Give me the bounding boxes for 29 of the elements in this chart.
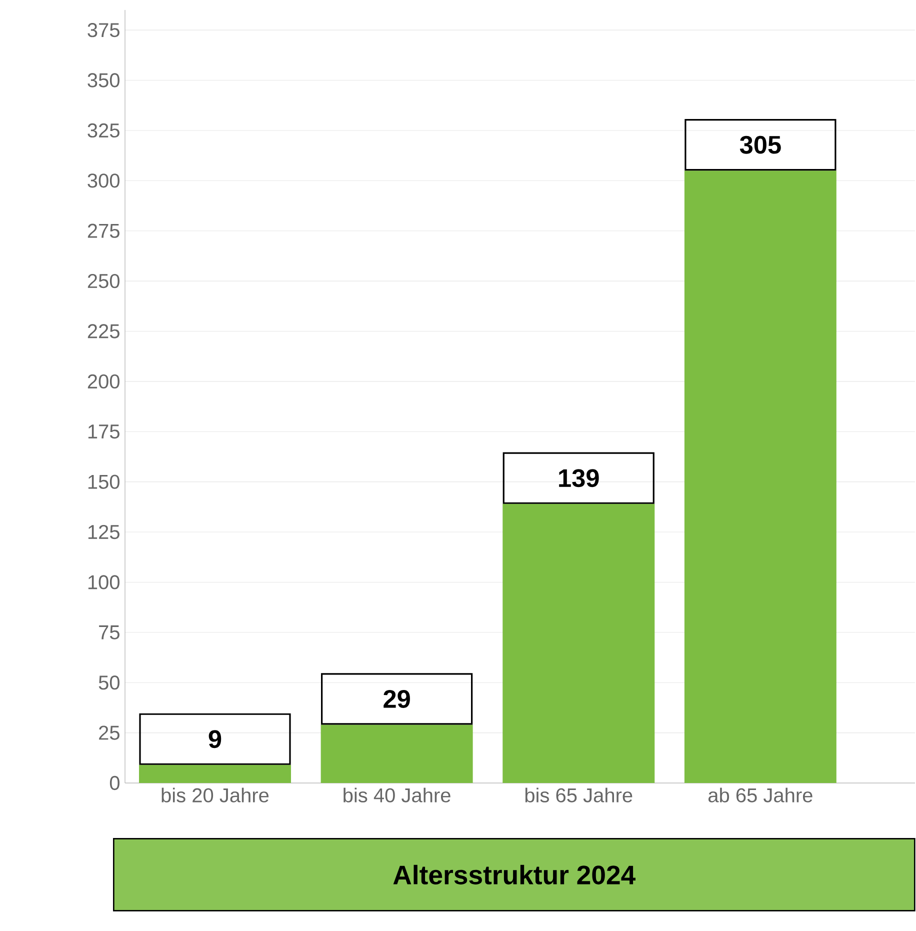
y-tick-label: 0: [110, 776, 120, 790]
bar: [502, 504, 655, 783]
x-tick-label: ab 65 Jahre: [708, 788, 812, 802]
x-tick-label: bis 65 Jahre: [525, 788, 632, 802]
y-tick-label: 125: [88, 524, 120, 540]
text: Altersstruktur 2024: [393, 864, 636, 884]
y-tick-label: 150: [88, 474, 120, 489]
y-tick-label: 225: [88, 324, 120, 338]
y-tick-label: 200: [88, 374, 120, 389]
data-label: 29: [384, 690, 410, 708]
y-tick-label: 325: [88, 123, 120, 138]
x-tick-label: bis 40 Jahre: [344, 788, 450, 802]
data-label: 305: [740, 136, 781, 154]
y-tick-label: 25: [99, 726, 120, 740]
y-tick-label: 50: [98, 676, 120, 690]
y-tick-label: 350: [88, 73, 120, 88]
y-tick-label: 75: [99, 625, 120, 640]
bar: [684, 170, 836, 783]
y-tick-label: 175: [88, 424, 120, 439]
y-tick-label: 100: [88, 575, 120, 590]
y-tick-label: 250: [88, 274, 120, 288]
y-tick-label: 300: [88, 174, 120, 188]
y-tick-label: 275: [88, 224, 120, 238]
data-label: 139: [559, 469, 599, 488]
x-tick-label: bis 20 Jahre: [162, 788, 269, 802]
bar: [320, 724, 473, 783]
data-label: 9: [208, 730, 222, 748]
bar: [138, 764, 291, 783]
y-tick-label: 375: [88, 22, 120, 38]
